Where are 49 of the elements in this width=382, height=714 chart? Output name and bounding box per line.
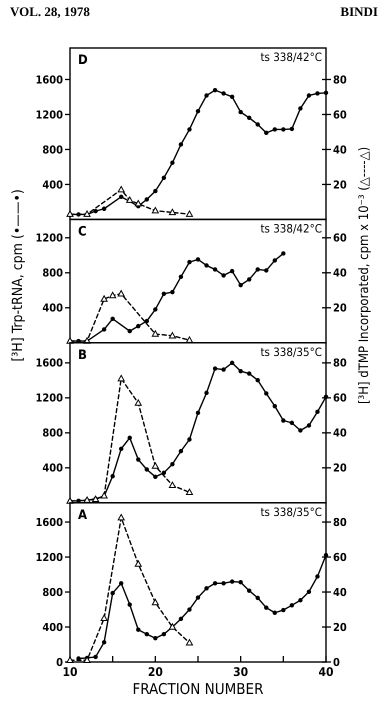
y2-tick-label: 20 [333, 302, 347, 315]
y-tick-label: 1200 [35, 392, 64, 405]
y-tick-label: 1200 [35, 108, 64, 122]
y-tick-label: 400 [42, 302, 64, 315]
text: VOL. 28, 1978 [10, 4, 90, 19]
y-tick-label: 800 [42, 143, 64, 156]
y2-tick-label: 60 [333, 392, 347, 405]
x-tick-label: 10 [62, 665, 78, 679]
y2-tick-label: 0 [333, 656, 340, 669]
y2-tick-label: 80 [333, 516, 347, 529]
y-tick-label: 1200 [35, 550, 64, 564]
y-tick-label: 1600 [35, 356, 64, 370]
y2-tick-label: 40 [333, 143, 347, 156]
x-tick-label: 30 [233, 665, 248, 679]
y-tick-label: 1200 [35, 232, 64, 245]
y-axis-title: [³H] Trp-tRNA, cpm (•——•) [10, 189, 26, 362]
annotation: ts 338/42°C [260, 50, 322, 64]
y-tick-label: 1600 [35, 73, 64, 86]
x-tick-label: 40 [318, 665, 334, 679]
chart-title: A [78, 508, 88, 523]
y-tick-label: 800 [42, 266, 64, 280]
chart-title: C [78, 224, 87, 240]
y2-tick-label: 20 [333, 462, 347, 475]
y2-tick-label: 20 [333, 620, 347, 634]
y2-axis-title: [³H] dTMP Incorporated, cpm x 10⁻³ (△----△) [357, 146, 372, 404]
y2-tick-label: 80 [333, 356, 347, 370]
y2-tick-label: 60 [333, 232, 347, 245]
annotation: ts 338/35°C [260, 344, 322, 359]
y-tick-label: 400 [42, 620, 64, 634]
y-tick-label: 1600 [35, 516, 64, 529]
y2-tick-label: 40 [333, 426, 347, 440]
y-tick-label: 400 [42, 462, 64, 475]
y2-tick-label: 60 [333, 550, 347, 564]
y2-tick-label: 60 [333, 108, 347, 122]
y-tick-label: 0 [56, 656, 64, 669]
y2-tick-label: 20 [333, 178, 347, 192]
x-tick-label: 20 [148, 665, 163, 679]
y-tick-label: 800 [42, 586, 64, 599]
x-axis-title: FRACTION NUMBER [132, 680, 264, 698]
y-tick-label: 400 [42, 178, 64, 192]
y2-tick-label: 40 [333, 266, 347, 280]
annotation: ts 338/35°C [260, 504, 322, 519]
text: BINDI [340, 4, 378, 19]
annotation: ts 338/42°C [260, 221, 322, 236]
chart-title: B [78, 348, 87, 363]
y2-tick-label: 80 [333, 73, 347, 86]
y2-tick-label: 40 [333, 586, 347, 599]
y-tick-label: 800 [42, 426, 64, 440]
chart-title: D [78, 53, 88, 68]
